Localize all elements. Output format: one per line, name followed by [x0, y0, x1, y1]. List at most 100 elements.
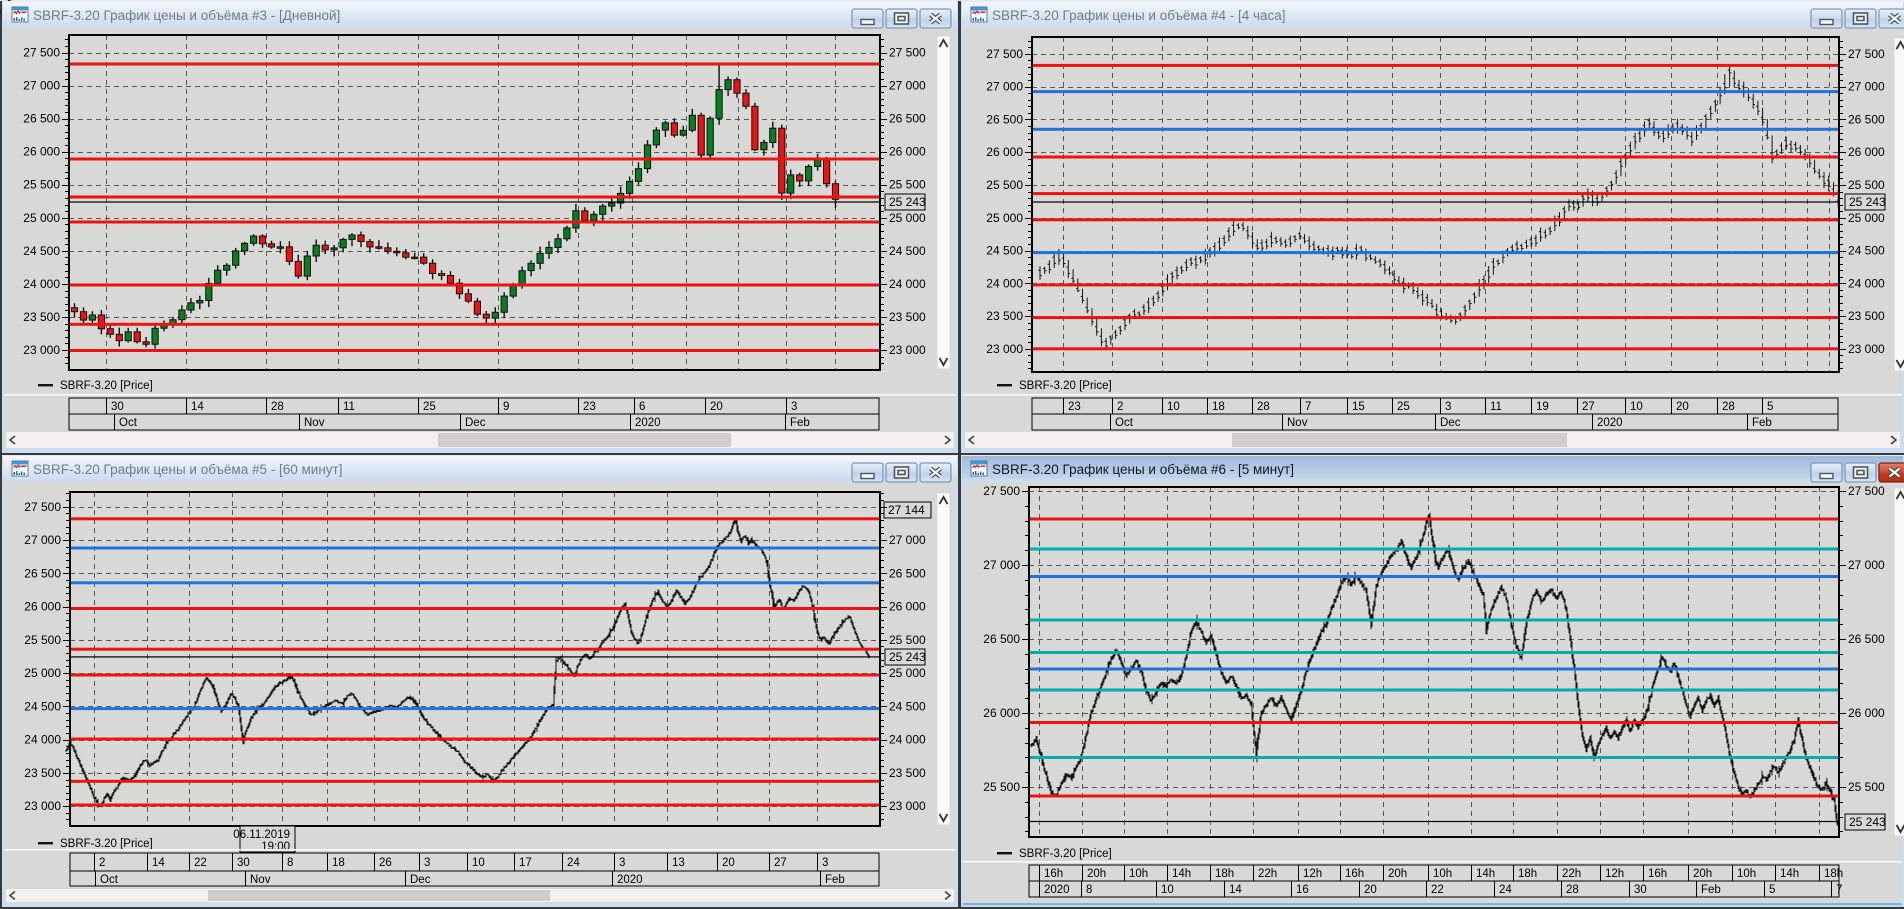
svg-text:Nov: Nov — [1287, 417, 1308, 429]
svg-text:27 000: 27 000 — [23, 79, 60, 93]
svg-text:25 000: 25 000 — [986, 211, 1023, 225]
svg-text:26 000: 26 000 — [23, 145, 60, 159]
svg-text:20: 20 — [1676, 401, 1689, 413]
svg-text:Feb: Feb — [1701, 884, 1721, 896]
svg-text:13: 13 — [672, 857, 685, 869]
svg-text:10: 10 — [1167, 401, 1180, 413]
svg-text:2: 2 — [1117, 401, 1123, 413]
svg-text:06.11.2019: 06.11.2019 — [233, 829, 290, 841]
svg-text:8: 8 — [287, 857, 293, 869]
svg-text:16h: 16h — [1345, 868, 1364, 880]
svg-text:23 000: 23 000 — [889, 343, 926, 357]
svg-text:5: 5 — [1767, 401, 1773, 413]
svg-text:23 500: 23 500 — [23, 310, 60, 324]
svg-text:27 500: 27 500 — [983, 484, 1020, 498]
svg-text:3: 3 — [822, 857, 828, 869]
svg-text:20h: 20h — [1693, 868, 1712, 880]
svg-text:18h: 18h — [1824, 868, 1843, 880]
svg-text:8: 8 — [1086, 884, 1092, 896]
svg-text:10h: 10h — [1129, 868, 1148, 880]
svg-text:22h: 22h — [1258, 868, 1277, 880]
svg-text:SBRF-3.20 [Price]: SBRF-3.20 [Price] — [60, 838, 153, 850]
svg-text:19: 19 — [1536, 401, 1549, 413]
svg-text:26 000: 26 000 — [983, 706, 1020, 720]
svg-text:24 500: 24 500 — [24, 699, 61, 713]
svg-text:25 500: 25 500 — [889, 178, 926, 192]
svg-text:26 500: 26 500 — [23, 112, 60, 126]
svg-text:22: 22 — [1431, 884, 1444, 896]
svg-text:25 500: 25 500 — [24, 633, 61, 647]
svg-text:23 500: 23 500 — [24, 766, 61, 780]
svg-text:16h: 16h — [1044, 868, 1063, 880]
svg-text:12h: 12h — [1303, 868, 1322, 880]
svg-text:14: 14 — [1229, 884, 1242, 896]
svg-text:14h: 14h — [1780, 868, 1799, 880]
svg-text:27 144: 27 144 — [888, 503, 925, 517]
svg-text:24: 24 — [1499, 884, 1512, 896]
svg-text:26 000: 26 000 — [889, 145, 926, 159]
svg-text:SBRF-3.20 [Price]: SBRF-3.20 [Price] — [1019, 848, 1112, 860]
svg-text:26: 26 — [379, 857, 392, 869]
svg-text:27 500: 27 500 — [1848, 484, 1885, 498]
svg-text:25 500: 25 500 — [1848, 780, 1885, 794]
svg-text:27 500: 27 500 — [986, 47, 1023, 61]
svg-text:24 000: 24 000 — [23, 277, 60, 291]
svg-text:24 500: 24 500 — [1848, 244, 1885, 258]
svg-text:25 000: 25 000 — [24, 666, 61, 680]
svg-text:2020: 2020 — [1597, 417, 1623, 429]
svg-text:25 243: 25 243 — [889, 195, 926, 209]
svg-text:27 000: 27 000 — [24, 533, 61, 547]
svg-text:26 500: 26 500 — [1848, 632, 1885, 646]
svg-text:24: 24 — [567, 857, 580, 869]
svg-text:18: 18 — [332, 857, 345, 869]
svg-text:SBRF-3.20 [Price]: SBRF-3.20 [Price] — [1019, 380, 1112, 392]
svg-text:25 000: 25 000 — [23, 211, 60, 225]
svg-text:23 000: 23 000 — [1848, 342, 1885, 356]
svg-text:14: 14 — [191, 401, 204, 413]
svg-text:20: 20 — [1364, 884, 1377, 896]
svg-text:12h: 12h — [1605, 868, 1624, 880]
svg-text:23 000: 23 000 — [986, 342, 1023, 356]
svg-text:27 000: 27 000 — [1848, 558, 1885, 572]
svg-text:26 500: 26 500 — [24, 566, 61, 580]
svg-text:3: 3 — [619, 857, 625, 869]
svg-text:Oct: Oct — [100, 874, 119, 886]
svg-text:10h: 10h — [1737, 868, 1756, 880]
svg-text:2020: 2020 — [1044, 884, 1070, 896]
svg-text:26 500: 26 500 — [983, 632, 1020, 646]
svg-text:Feb: Feb — [790, 417, 810, 429]
svg-text:22: 22 — [194, 857, 207, 869]
svg-text:24 500: 24 500 — [889, 244, 926, 258]
svg-text:27 000: 27 000 — [1848, 80, 1885, 94]
svg-text:10h: 10h — [1433, 868, 1452, 880]
svg-text:Dec: Dec — [410, 874, 431, 886]
svg-text:28: 28 — [1722, 401, 1735, 413]
svg-text:25 500: 25 500 — [889, 633, 926, 647]
svg-text:24 500: 24 500 — [986, 244, 1023, 258]
svg-text:25 500: 25 500 — [983, 780, 1020, 794]
svg-text:10: 10 — [1630, 401, 1643, 413]
svg-text:25 243: 25 243 — [1849, 195, 1886, 209]
svg-text:SBRF-3.20 График цены и объёма: SBRF-3.20 График цены и объёма #5 - [60 … — [33, 462, 342, 477]
svg-text:27: 27 — [774, 857, 787, 869]
svg-text:20h: 20h — [1388, 868, 1407, 880]
svg-text:7: 7 — [1836, 884, 1842, 896]
svg-text:15: 15 — [1352, 401, 1365, 413]
svg-text:23 500: 23 500 — [889, 310, 926, 324]
svg-text:26 500: 26 500 — [1848, 112, 1885, 126]
svg-text:27 000: 27 000 — [986, 80, 1023, 94]
svg-text:SBRF-3.20 График цены и объёма: SBRF-3.20 График цены и объёма #3 - [Дне… — [33, 8, 340, 23]
svg-text:16h: 16h — [1648, 868, 1667, 880]
svg-text:26 000: 26 000 — [24, 600, 61, 614]
svg-text:25 500: 25 500 — [23, 178, 60, 192]
svg-text:10: 10 — [472, 857, 485, 869]
svg-text:27 500: 27 500 — [1848, 47, 1885, 61]
svg-text:5: 5 — [1769, 884, 1775, 896]
svg-text:11: 11 — [343, 401, 355, 413]
svg-text:23 500: 23 500 — [986, 309, 1023, 323]
svg-text:24 000: 24 000 — [24, 733, 61, 747]
svg-text:27 000: 27 000 — [889, 533, 926, 547]
svg-text:17: 17 — [519, 857, 532, 869]
svg-text:2: 2 — [99, 857, 105, 869]
svg-text:20: 20 — [710, 401, 723, 413]
